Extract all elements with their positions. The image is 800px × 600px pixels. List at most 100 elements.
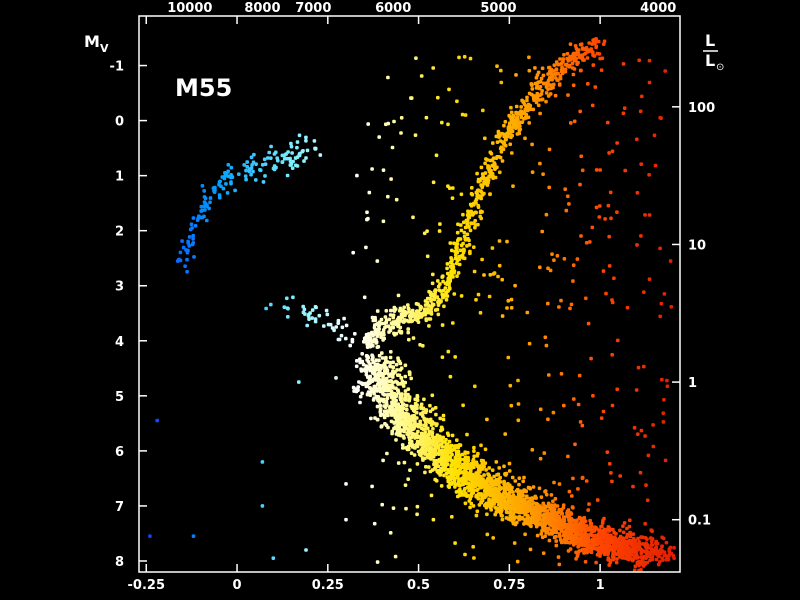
main-sequence-point bbox=[467, 474, 472, 479]
horizontal-branch-point bbox=[191, 216, 196, 220]
field-star-point bbox=[598, 204, 602, 208]
main-sequence-point bbox=[569, 529, 573, 533]
red-giant-branch-point bbox=[528, 107, 533, 112]
main-sequence-point bbox=[640, 535, 645, 539]
field-star-point bbox=[415, 512, 419, 517]
main-sequence-point bbox=[439, 428, 443, 433]
field-star-point bbox=[637, 58, 641, 63]
main-sequence-point bbox=[446, 451, 450, 455]
red-giant-branch-point bbox=[468, 228, 473, 233]
red-giant-branch-point bbox=[463, 225, 468, 230]
main-sequence-point bbox=[598, 554, 602, 558]
field-star-point bbox=[661, 420, 666, 424]
horizontal-branch-point bbox=[190, 242, 195, 247]
red-giant-branch-point bbox=[482, 180, 486, 185]
main-sequence-point bbox=[423, 434, 428, 438]
blue-stragglers-point bbox=[336, 337, 341, 342]
main-sequence-point bbox=[449, 471, 454, 475]
field-star-point bbox=[394, 197, 399, 202]
subgiant-branch-point bbox=[396, 322, 401, 326]
horizontal-branch-point bbox=[297, 133, 302, 138]
main-sequence-point bbox=[449, 468, 453, 472]
field-star-point bbox=[618, 474, 622, 478]
main-sequence-point bbox=[606, 528, 610, 533]
main-sequence-point bbox=[450, 433, 455, 438]
horizontal-branch-point bbox=[302, 159, 306, 163]
main-sequence-point bbox=[417, 434, 422, 439]
main-sequence-point bbox=[387, 392, 392, 397]
main-sequence-point bbox=[504, 516, 509, 520]
subgiant-branch-point bbox=[383, 325, 387, 330]
field-star-point bbox=[635, 243, 639, 247]
main-sequence-point bbox=[439, 468, 444, 473]
red-giant-branch-point bbox=[538, 80, 543, 84]
blue-stragglers-point bbox=[291, 295, 295, 300]
field-star-point bbox=[550, 252, 554, 256]
field-star-point bbox=[571, 83, 576, 88]
main-sequence-point bbox=[601, 536, 605, 540]
main-sequence-point bbox=[534, 524, 539, 529]
field-star-point bbox=[544, 343, 549, 348]
subgiant-branch-point bbox=[382, 333, 386, 337]
outlier-star-point bbox=[297, 380, 301, 384]
horizontal-branch-point bbox=[243, 174, 248, 178]
main-sequence-point bbox=[431, 427, 435, 431]
field-star-point bbox=[473, 384, 477, 389]
field-star-point bbox=[366, 122, 370, 126]
main-sequence-point bbox=[485, 512, 489, 517]
field-star-point bbox=[651, 444, 656, 449]
main-sequence-point bbox=[479, 443, 483, 448]
field-star-point bbox=[567, 489, 572, 494]
outlier-star-point bbox=[271, 556, 276, 560]
main-sequence-point bbox=[397, 373, 402, 378]
main-sequence-point bbox=[507, 491, 512, 495]
x-tick-label: 0.5 bbox=[407, 578, 430, 593]
main-sequence-point bbox=[550, 532, 554, 536]
main-sequence-point bbox=[463, 460, 467, 464]
main-sequence-point bbox=[405, 413, 410, 418]
field-star-point bbox=[579, 154, 583, 159]
horizontal-branch-point bbox=[221, 186, 226, 191]
main-sequence-point bbox=[402, 412, 407, 416]
field-star-point bbox=[472, 269, 477, 274]
red-giant-branch-point bbox=[476, 205, 481, 209]
horizontal-branch-point bbox=[229, 180, 233, 184]
main-sequence-point bbox=[615, 543, 620, 548]
red-giant-branch-point bbox=[447, 282, 451, 286]
horizontal-branch-point bbox=[284, 152, 288, 156]
main-sequence-point bbox=[475, 454, 480, 458]
main-sequence-point bbox=[555, 504, 560, 508]
horizontal-branch-point bbox=[289, 141, 293, 146]
horizontal-branch-point bbox=[205, 218, 209, 223]
red-giant-branch-point bbox=[496, 131, 501, 135]
main-sequence-point bbox=[461, 481, 465, 486]
red-giant-branch-point bbox=[602, 39, 607, 44]
field-star-point bbox=[509, 403, 514, 408]
field-star-point bbox=[461, 403, 465, 408]
red-giant-branch-point bbox=[486, 166, 490, 170]
main-sequence-point bbox=[428, 403, 432, 408]
red-giant-branch-point bbox=[544, 91, 549, 95]
red-giant-branch-point bbox=[467, 243, 472, 247]
main-sequence-point bbox=[513, 479, 518, 483]
red-giant-branch-point bbox=[491, 141, 495, 145]
horizontal-branch-point bbox=[199, 215, 203, 220]
horizontal-branch-point bbox=[237, 172, 241, 176]
main-sequence-point bbox=[495, 473, 499, 477]
main-sequence-point bbox=[585, 524, 589, 528]
red-giant-branch-point bbox=[518, 110, 523, 115]
main-sequence-point bbox=[490, 468, 495, 472]
main-sequence-point bbox=[418, 419, 422, 424]
field-star-point bbox=[571, 279, 575, 283]
red-giant-branch-point bbox=[540, 97, 544, 102]
main-sequence-point bbox=[636, 536, 640, 541]
main-sequence-point bbox=[409, 451, 414, 455]
main-sequence-point bbox=[378, 378, 382, 382]
main-sequence-point bbox=[482, 473, 486, 477]
horizontal-branch-point bbox=[187, 244, 192, 248]
main-sequence-point bbox=[484, 505, 489, 510]
main-sequence-point bbox=[459, 465, 464, 469]
field-star-point bbox=[635, 137, 639, 142]
main-sequence-point bbox=[472, 454, 476, 459]
main-sequence-point bbox=[638, 560, 642, 564]
